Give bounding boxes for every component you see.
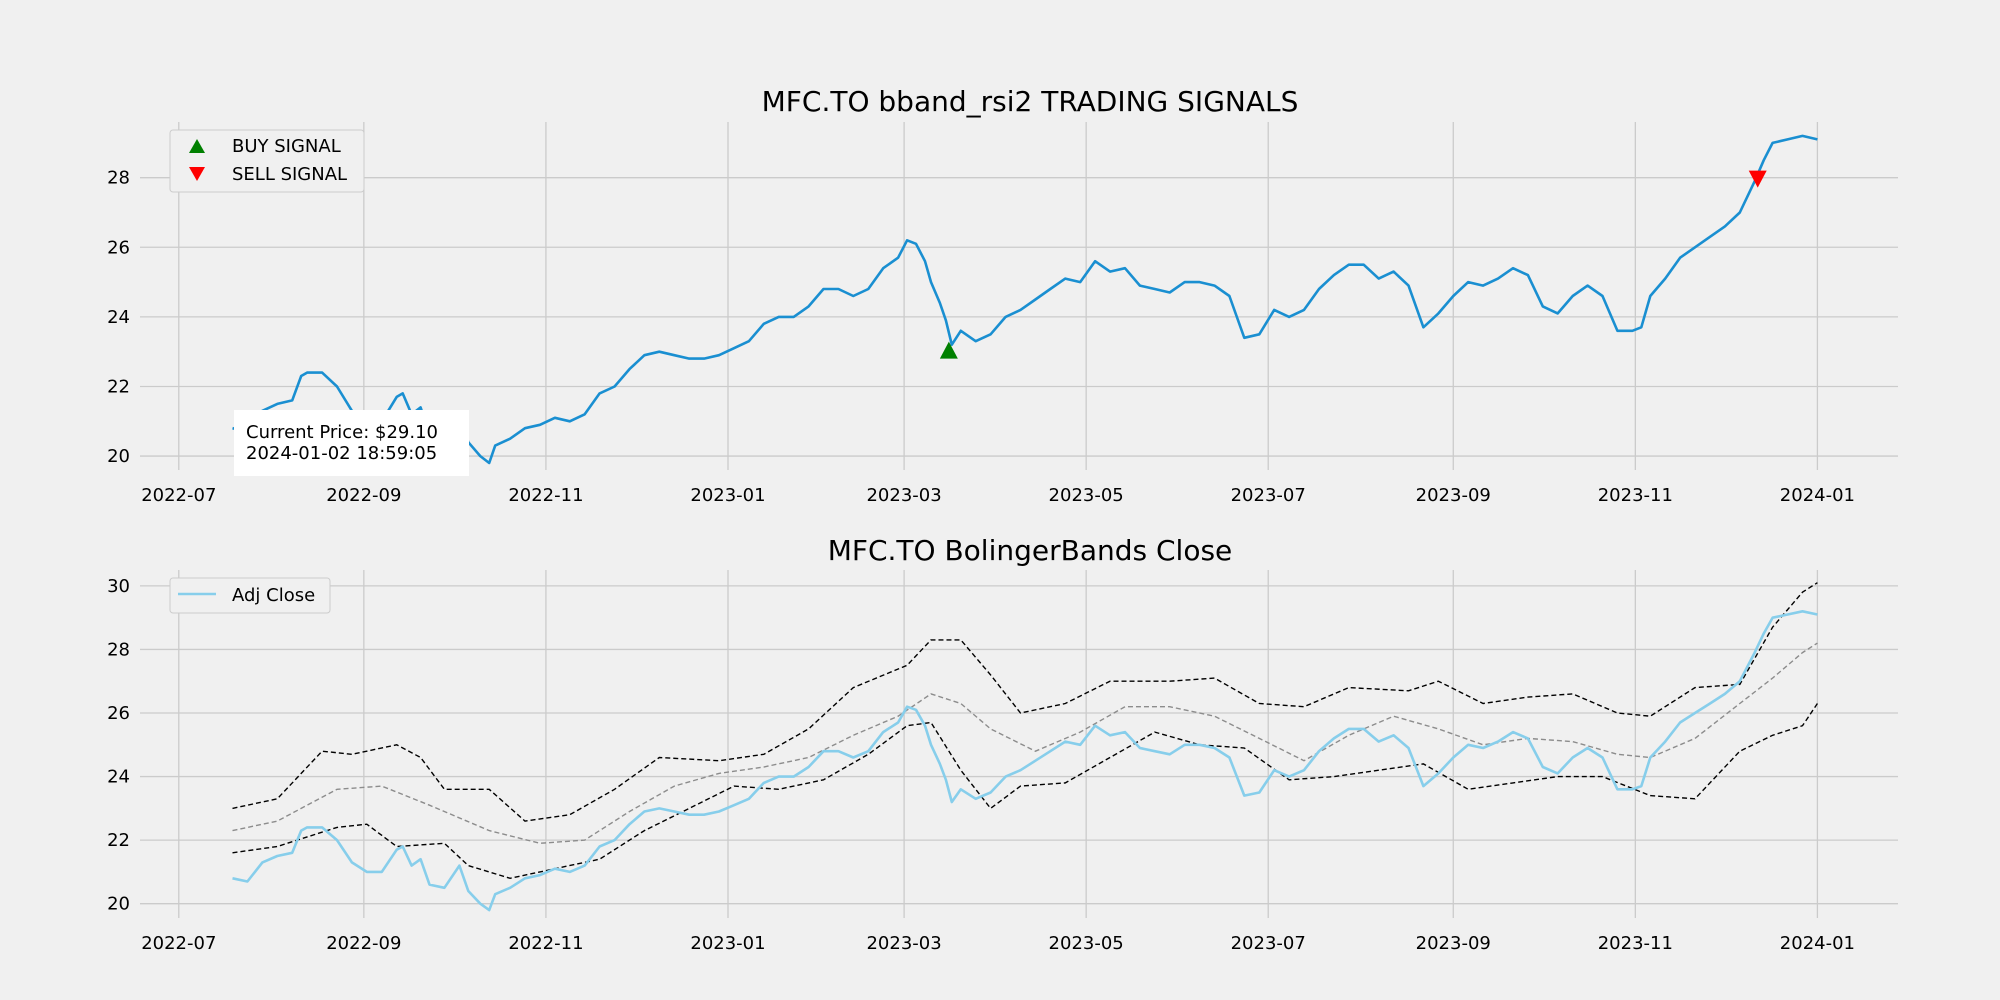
bollinger-plot-area: [140, 570, 1898, 918]
bollinger-x-tick-label: 2022-07: [141, 933, 216, 954]
sell-legend-label: SELL SIGNAL: [232, 164, 347, 185]
signals-y-tick-label: 22: [107, 376, 130, 397]
signals-x-tick-label: 2024-01: [1780, 485, 1855, 506]
bollinger-x-tick-label: 2024-01: [1780, 933, 1855, 954]
bollinger-title: MFC.TO BolingerBands Close: [828, 534, 1233, 567]
lower-band-line: [232, 703, 1818, 880]
bollinger-y-tick-label: 22: [107, 830, 130, 851]
signals-x-ticks: 2022-07 2022-09 2022-11 2023-01 2023-03 2023-…: [141, 485, 1855, 506]
bollinger-y-tick-label: 24: [107, 767, 130, 788]
bollinger-y-tick-label: 30: [107, 576, 130, 597]
buy-legend-icon: [189, 139, 205, 153]
signals-x-tick-label: 2022-09: [326, 485, 401, 506]
bollinger-y-ticks: 20 22 24 26 28 30: [107, 576, 130, 915]
signals-legend-box: [169, 129, 365, 193]
price-line: [232, 134, 1818, 465]
bollinger-x-tick-label: 2022-11: [508, 933, 583, 954]
sell-signal-marker: [1748, 170, 1767, 188]
bollinger-x-tick-label: 2023-01: [690, 933, 765, 954]
buy-legend-label: BUY SIGNAL: [232, 136, 341, 157]
bollinger-x-ticks: 2022-07 2022-09 2022-11 2023-01 2023-03 2023-…: [141, 933, 1855, 954]
signals-y-ticks: 20 22 24 26 28: [107, 168, 130, 467]
bollinger-y-tick-label: 28: [107, 639, 130, 660]
adj-close-legend-label: Adj Close: [232, 585, 315, 606]
signals-legend: BUY SIGNAL SELL SIGNAL: [169, 129, 365, 193]
upper-band-line: [232, 582, 1818, 822]
buy-signal-marker: [939, 341, 958, 359]
bollinger-chart: 20 22 24 26 28 30 2022-07 2022-09 2022-11 2023-0…: [107, 534, 1898, 954]
annotation-timestamp: 2024-01-02 18:59:05: [246, 443, 437, 464]
sell-legend-icon: [189, 167, 205, 181]
bollinger-x-tick-label: 2023-11: [1598, 933, 1673, 954]
bollinger-legend: Adj Close: [169, 577, 331, 614]
bollinger-x-tick-label: 2023-05: [1049, 933, 1124, 954]
signals-markers: [939, 170, 1767, 359]
signals-y-tick-label: 20: [107, 446, 130, 467]
signals-x-tick-label: 2023-03: [866, 485, 941, 506]
signals-x-tick-label: 2023-09: [1416, 485, 1491, 506]
current-price-annotation: Current Price: $29.10 2024-01-02 18:59:0…: [234, 410, 469, 476]
signals-title: MFC.TO bband_rsi2 TRADING SIGNALS: [762, 85, 1299, 118]
annotation-box: [234, 410, 469, 476]
bollinger-grid: [140, 570, 1898, 918]
signals-x-tick-label: 2022-07: [141, 485, 216, 506]
signals-y-tick-label: 26: [107, 237, 130, 258]
bollinger-x-tick-label: 2022-09: [326, 933, 401, 954]
bollinger-y-tick-label: 20: [107, 894, 130, 915]
bollinger-y-tick-label: 26: [107, 703, 130, 724]
signals-x-tick-label: 2023-01: [690, 485, 765, 506]
signals-x-tick-label: 2023-05: [1049, 485, 1124, 506]
signals-lines: [232, 134, 1818, 465]
adj-close-line: [232, 610, 1818, 912]
bollinger-legend-box: [169, 577, 331, 614]
signals-x-tick-label: 2022-11: [508, 485, 583, 506]
signals-x-tick-label: 2023-11: [1598, 485, 1673, 506]
bollinger-x-tick-label: 2023-03: [866, 933, 941, 954]
bollinger-x-tick-label: 2023-09: [1416, 933, 1491, 954]
bollinger-x-tick-label: 2023-07: [1231, 933, 1306, 954]
signals-y-tick-label: 28: [107, 168, 130, 189]
middle-band-line: [232, 642, 1818, 845]
annotation-price: Current Price: $29.10: [246, 422, 438, 443]
bollinger-lines: [232, 582, 1818, 912]
signals-y-tick-label: 24: [107, 307, 130, 328]
signals-x-tick-label: 2023-07: [1231, 485, 1306, 506]
